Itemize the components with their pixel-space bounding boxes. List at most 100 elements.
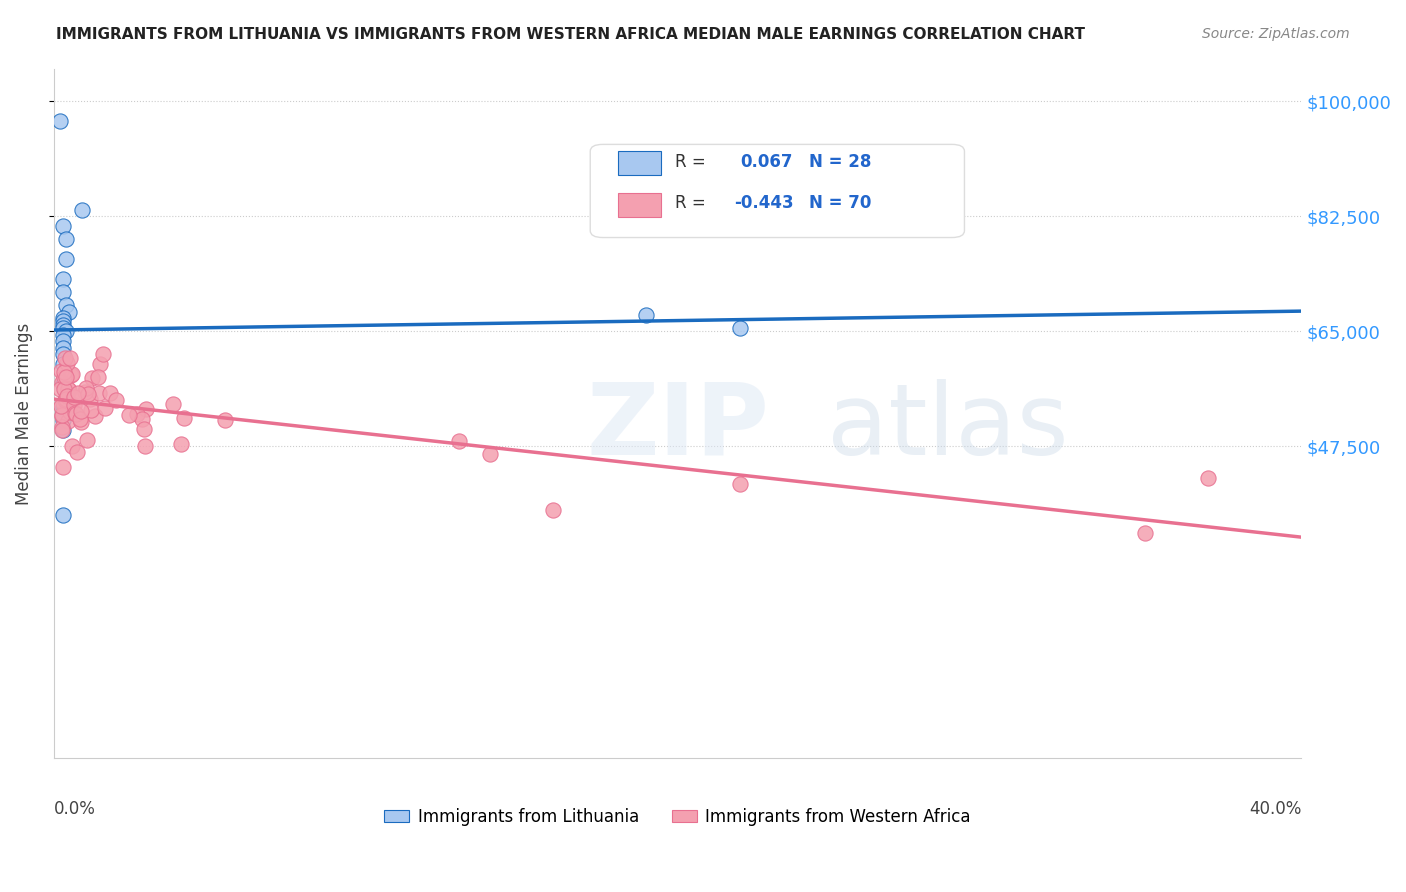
Bar bbox=[617, 193, 661, 217]
Point bbox=[52, 334, 75, 348]
Y-axis label: Median Male Earnings: Median Male Earnings bbox=[15, 322, 32, 505]
Point bbox=[52, 396, 75, 410]
Point bbox=[52, 321, 75, 335]
Point bbox=[62, 390, 84, 404]
Point bbox=[104, 393, 127, 408]
Point bbox=[63, 398, 86, 412]
Point bbox=[49, 382, 72, 396]
Point bbox=[52, 219, 75, 234]
Point bbox=[541, 503, 564, 517]
Text: N = 28: N = 28 bbox=[808, 153, 870, 170]
Point bbox=[728, 321, 751, 335]
Point bbox=[91, 346, 114, 360]
Point bbox=[1197, 471, 1219, 485]
Point bbox=[52, 406, 75, 420]
Point bbox=[51, 420, 73, 434]
Point bbox=[58, 384, 80, 398]
Point bbox=[117, 409, 139, 423]
Point bbox=[53, 351, 76, 365]
Text: Source: ZipAtlas.com: Source: ZipAtlas.com bbox=[1202, 27, 1350, 41]
Point bbox=[52, 370, 75, 384]
Point bbox=[51, 409, 73, 423]
Point bbox=[55, 370, 77, 384]
Text: -0.443: -0.443 bbox=[734, 194, 793, 212]
Point bbox=[79, 392, 101, 406]
Point bbox=[52, 365, 75, 379]
Point bbox=[131, 412, 153, 426]
Point bbox=[80, 370, 103, 384]
Bar bbox=[617, 152, 661, 176]
Point bbox=[76, 433, 98, 447]
Point bbox=[98, 386, 121, 401]
Point bbox=[52, 347, 75, 361]
Point bbox=[53, 382, 76, 396]
Point bbox=[1135, 526, 1157, 541]
Point bbox=[170, 436, 193, 450]
Point bbox=[69, 411, 91, 425]
Point bbox=[51, 459, 73, 474]
Point bbox=[66, 445, 89, 459]
Text: 0.0%: 0.0% bbox=[53, 800, 96, 818]
Text: atlas: atlas bbox=[827, 379, 1069, 475]
Text: R =: R = bbox=[675, 153, 706, 170]
Point bbox=[52, 508, 75, 523]
Point bbox=[73, 385, 96, 400]
Point bbox=[59, 351, 82, 365]
Point bbox=[58, 304, 80, 318]
Text: IMMIGRANTS FROM LITHUANIA VS IMMIGRANTS FROM WESTERN AFRICA MEDIAN MALE EARNINGS: IMMIGRANTS FROM LITHUANIA VS IMMIGRANTS … bbox=[56, 27, 1085, 42]
Point bbox=[84, 409, 107, 423]
Point bbox=[52, 382, 75, 396]
Point bbox=[636, 308, 658, 322]
Point bbox=[77, 386, 100, 401]
Point bbox=[65, 406, 87, 420]
Point bbox=[52, 271, 75, 285]
Point bbox=[214, 412, 236, 426]
Point bbox=[56, 414, 79, 428]
Point bbox=[80, 403, 103, 417]
Point bbox=[66, 386, 89, 401]
Point bbox=[58, 400, 80, 414]
Point bbox=[52, 423, 75, 437]
Point bbox=[134, 439, 156, 453]
Point bbox=[55, 356, 77, 370]
Point bbox=[55, 232, 77, 246]
Point bbox=[55, 390, 77, 404]
Point bbox=[51, 375, 73, 389]
Point bbox=[449, 434, 471, 449]
Point bbox=[70, 404, 93, 418]
Point bbox=[60, 439, 83, 453]
Point bbox=[49, 364, 72, 378]
Point bbox=[56, 401, 79, 416]
Point bbox=[89, 386, 111, 401]
Point bbox=[52, 285, 75, 299]
Legend: Immigrants from Lithuania, Immigrants from Western Africa: Immigrants from Lithuania, Immigrants fr… bbox=[377, 801, 977, 833]
Point bbox=[52, 400, 75, 414]
Point bbox=[87, 370, 110, 384]
Point bbox=[55, 252, 77, 266]
Point bbox=[728, 477, 751, 491]
Text: ZIP: ZIP bbox=[586, 379, 769, 475]
Point bbox=[173, 411, 195, 425]
Point bbox=[94, 401, 117, 415]
Point bbox=[52, 318, 75, 332]
Point bbox=[51, 408, 73, 422]
Point bbox=[52, 314, 75, 328]
Point bbox=[70, 415, 93, 429]
Text: 40.0%: 40.0% bbox=[1249, 800, 1302, 818]
Point bbox=[51, 423, 73, 437]
Point bbox=[49, 114, 72, 128]
Point bbox=[70, 202, 93, 217]
Point bbox=[56, 382, 79, 396]
Point bbox=[52, 413, 75, 427]
Point bbox=[75, 381, 97, 395]
Point bbox=[49, 399, 72, 413]
Point bbox=[56, 389, 79, 403]
Point bbox=[52, 376, 75, 391]
Point bbox=[55, 392, 77, 407]
Point bbox=[479, 447, 502, 461]
Point bbox=[135, 401, 157, 416]
Point bbox=[52, 311, 75, 326]
Point bbox=[125, 407, 148, 421]
Point bbox=[55, 324, 77, 338]
Point bbox=[60, 367, 83, 381]
